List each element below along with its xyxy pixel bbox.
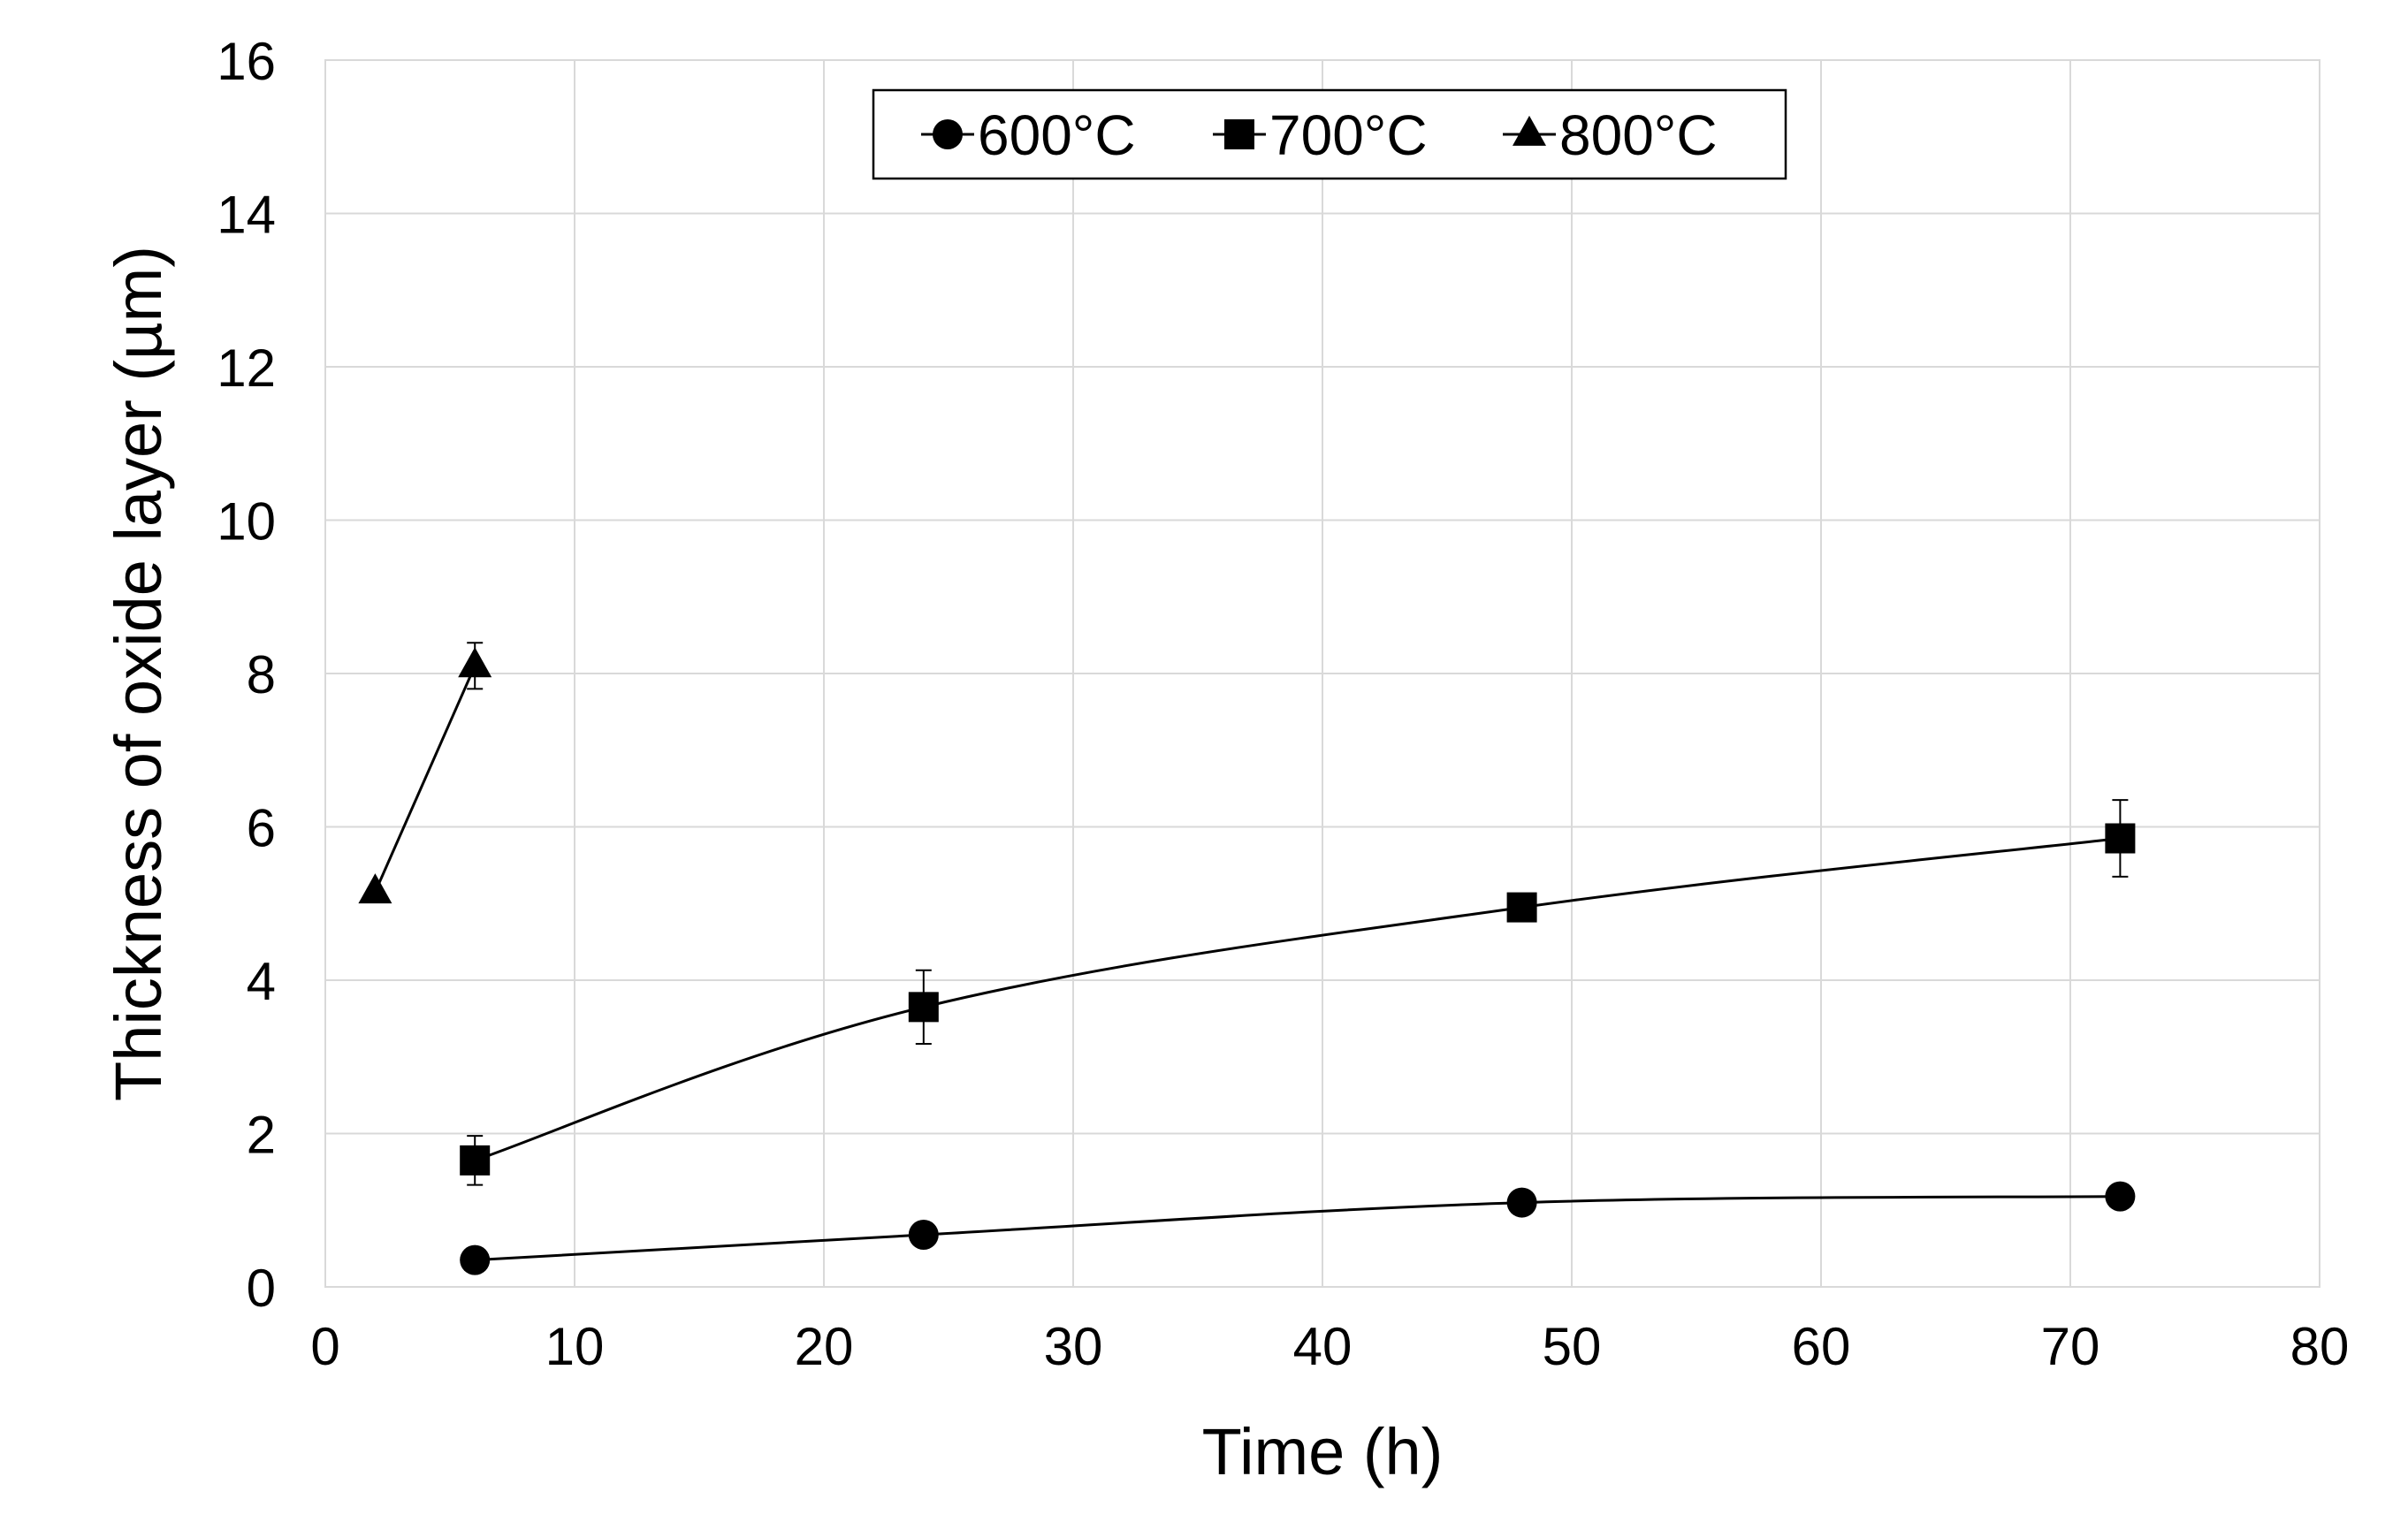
y-tick-label: 6	[247, 799, 276, 858]
data-point	[460, 1244, 491, 1275]
series-700°C	[460, 799, 2136, 1186]
x-tick-label: 60	[1792, 1317, 1851, 1376]
x-tick-label: 30	[1044, 1317, 1103, 1376]
data-point	[1506, 892, 1537, 923]
legend-item-800°C: 800°C	[1503, 103, 1718, 167]
y-tick-label: 0	[247, 1259, 276, 1318]
series-600°C	[460, 1181, 2136, 1275]
data-point	[358, 873, 392, 904]
y-tick-label: 4	[247, 952, 276, 1011]
legend-box	[872, 88, 1787, 180]
x-tick-label: 10	[545, 1317, 605, 1376]
y-tick-label: 12	[217, 339, 276, 398]
legend-marker	[1513, 115, 1546, 146]
data-point	[2105, 823, 2136, 854]
y-tick-label: 8	[247, 645, 276, 704]
y-axis-title: Thickness of oxide layer (µm)	[102, 246, 175, 1101]
x-tick-label: 50	[1543, 1317, 1602, 1376]
legend-label: 600°C	[978, 103, 1136, 167]
x-tick-label: 70	[2041, 1317, 2100, 1376]
legend-item-600°C: 600°C	[921, 103, 1136, 167]
legend-items: 600°C 700°C 800°C	[921, 103, 1718, 167]
data-point	[2105, 1181, 2136, 1212]
series-800°C	[358, 642, 492, 904]
plot-area	[324, 59, 2320, 1288]
legend: 600°C 700°C 800°C	[872, 88, 1787, 180]
series-line	[474, 837, 2121, 1162]
series-line	[475, 1195, 2121, 1262]
gridlines	[325, 60, 2320, 1287]
data-point	[458, 647, 492, 678]
y-tick-label: 16	[217, 32, 276, 91]
legend-label: 700°C	[1269, 103, 1428, 167]
x-tick-labels: 0 10 20 30 40 50 60 70 80	[310, 1317, 2349, 1376]
data-point	[460, 1145, 491, 1176]
x-tick-label: 80	[2290, 1317, 2350, 1376]
series-line	[374, 665, 476, 893]
x-tick-label: 0	[310, 1317, 339, 1376]
data-point	[1506, 1187, 1537, 1218]
y-tick-labels: 0 2 4 6 8 10 12 14 16	[217, 32, 276, 1318]
data-point	[908, 1220, 939, 1251]
y-tick-label: 14	[217, 186, 276, 245]
legend-marker	[1224, 119, 1254, 149]
y-tick-label: 2	[247, 1106, 276, 1165]
legend-label: 800°C	[1559, 103, 1718, 167]
legend-item-700°C: 700°C	[1213, 103, 1428, 167]
x-tick-label: 20	[795, 1317, 854, 1376]
legend-marker	[933, 119, 963, 149]
x-tick-label: 40	[1293, 1317, 1353, 1376]
series	[358, 642, 2136, 1275]
y-tick-label: 10	[217, 492, 276, 552]
data-point	[908, 992, 939, 1023]
x-axis-title: Time (h)	[1202, 1415, 1444, 1488]
